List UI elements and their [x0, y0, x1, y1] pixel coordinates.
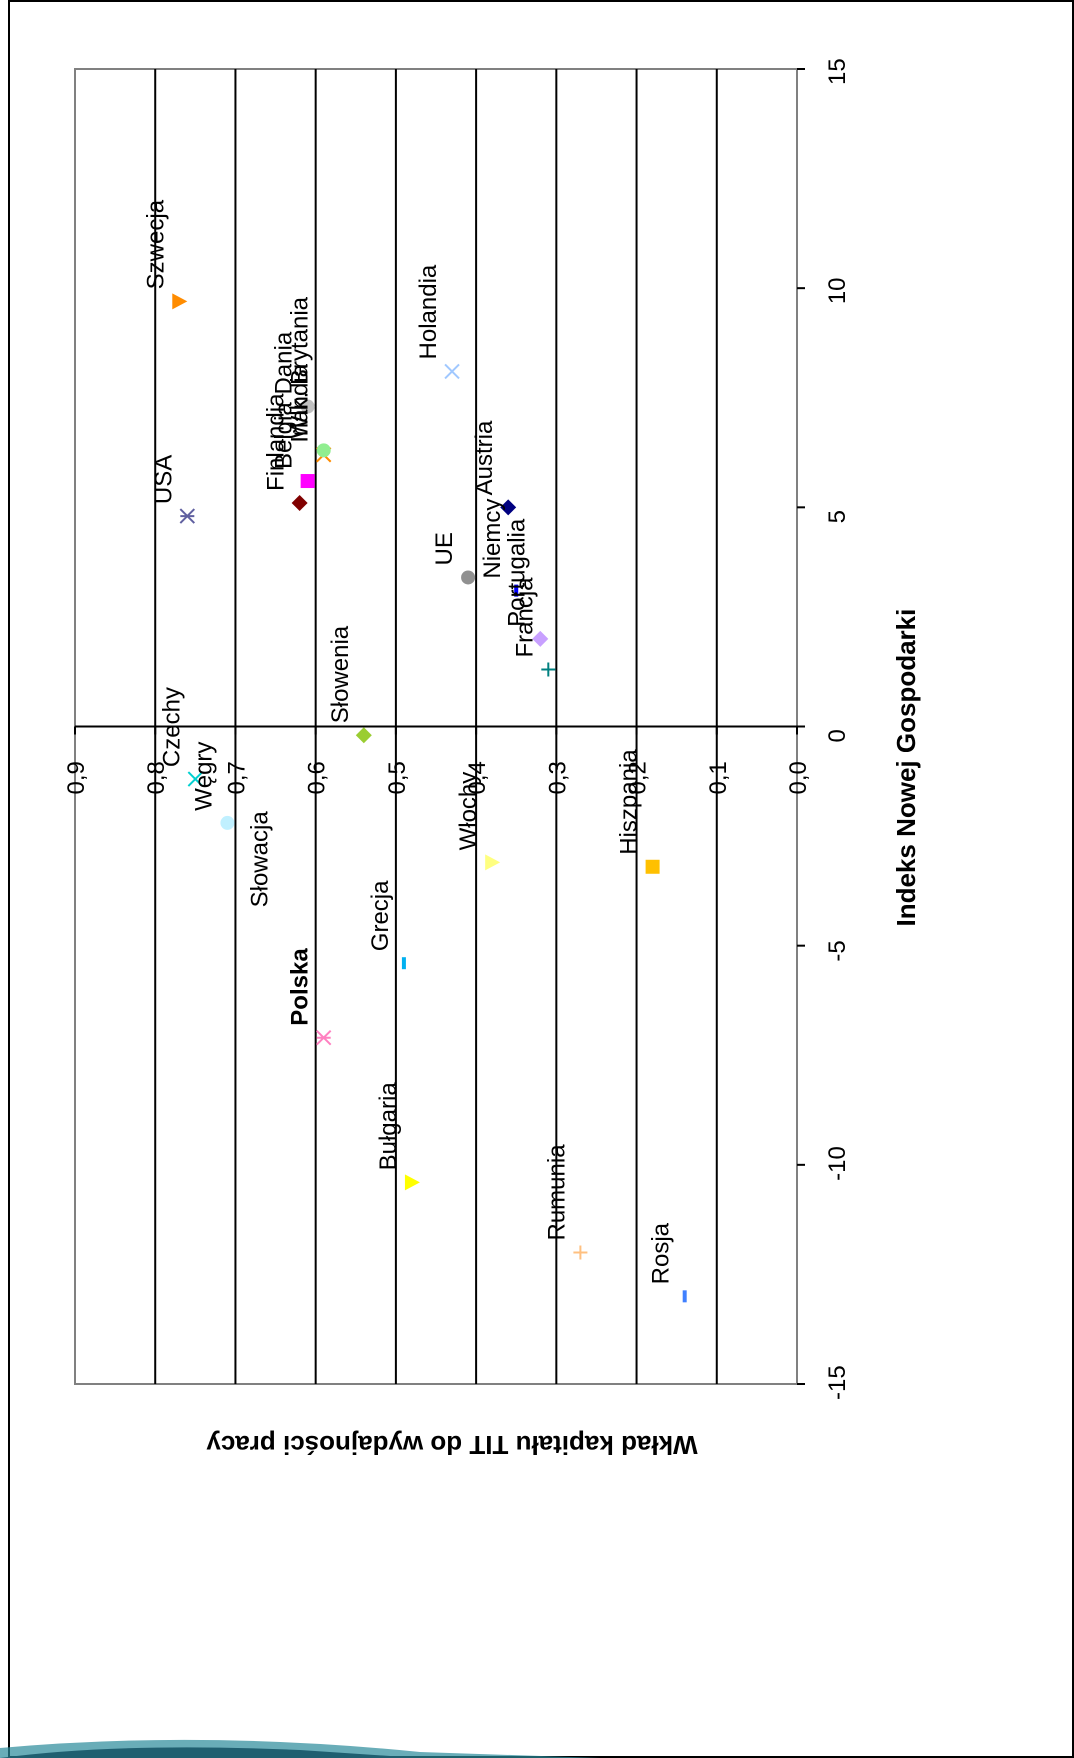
- marker-x: [444, 363, 460, 380]
- point-label: Słowacja: [247, 811, 274, 908]
- marker-diamond: [291, 494, 308, 511]
- scatter-chart: 0,0 0,1 0,2 0,3 0,4 0,5 0,6 0,7 0,8 0,9 -15 -10 -5 0 5…: [63, 58, 921, 1460]
- point-label: Polska: [287, 948, 314, 1026]
- point-label: Finlandia: [263, 393, 290, 491]
- marker-square: [645, 859, 660, 874]
- point-label: Francja: [511, 577, 538, 658]
- point-label: Holandia: [415, 264, 442, 359]
- x-tick-label: -15: [824, 1365, 851, 1400]
- point-label: Dania: [271, 331, 298, 394]
- y-tick-label: 0,0: [785, 761, 812, 794]
- x-tick-label: -10: [824, 1146, 851, 1181]
- marker-plus: [573, 1245, 588, 1260]
- y-tick-label: 0,9: [63, 761, 90, 794]
- x-tick-label: -5: [824, 940, 851, 961]
- marker-circle: [220, 815, 235, 830]
- x-tick-label: 15: [824, 58, 851, 85]
- marker-triangle: [404, 1174, 420, 1191]
- y-tick-label: 0,3: [544, 761, 571, 794]
- y-tick-label: 0,2: [625, 761, 652, 794]
- point-label: Belgia: [271, 402, 298, 469]
- point-label: Szwecja: [142, 199, 169, 289]
- y-tick-label: 0,5: [384, 761, 411, 794]
- marker-diamond: [532, 630, 549, 647]
- marker-triangle: [172, 293, 188, 310]
- marker-square: [300, 474, 315, 489]
- point-label: Grecja: [367, 880, 394, 951]
- point-label: Rosja: [648, 1222, 675, 1284]
- point-label: Włochy: [455, 772, 482, 851]
- point-label: USA: [150, 455, 177, 504]
- marker-dash: [401, 957, 406, 970]
- point-label: Austria: [471, 420, 498, 495]
- marker-triangle: [485, 854, 501, 871]
- point-label: Bułgaria: [375, 1082, 402, 1171]
- marker-diamond: [500, 499, 517, 516]
- marker-diamond: [355, 727, 372, 744]
- marker-x: [187, 771, 204, 787]
- point-label: Słowenia: [327, 625, 354, 723]
- point-label: Niemcy: [479, 499, 506, 579]
- x-tick-label: 10: [824, 277, 851, 304]
- point-label: Czechy: [158, 687, 185, 767]
- point-label: Hiszpania: [616, 749, 643, 855]
- point-label: UE: [431, 532, 458, 565]
- point-label: Węgry: [190, 742, 217, 811]
- marker-plus: [541, 662, 556, 677]
- point-label: Wlk. Brytania: [287, 296, 314, 438]
- marker-circle: [300, 399, 315, 414]
- chart-frame: 0,0 0,1 0,2 0,3 0,4 0,5 0,6 0,7 0,8 0,9 -15 -10 -5 0 5…: [8, 0, 1074, 1758]
- point-label: Rumunia: [543, 1144, 570, 1241]
- point-label: Irlandia: [287, 363, 314, 442]
- point-label: Portugalia: [503, 518, 530, 627]
- y-tick-label: 0,1: [705, 761, 732, 794]
- y-tick-label: 0,4: [464, 761, 491, 794]
- marker-dash: [682, 1290, 687, 1303]
- x-tick-label: 5: [824, 510, 851, 523]
- x-tick-label: 0: [824, 729, 851, 742]
- marker-circle: [461, 570, 476, 585]
- corner-decoration: [0, 1739, 600, 1758]
- marker-asterisk: [315, 1030, 332, 1046]
- marker-asterisk: [179, 508, 196, 524]
- y-tick-label: 0,6: [304, 761, 331, 794]
- marker-circle: [316, 443, 331, 458]
- y-tick-label: 0,7: [223, 761, 250, 794]
- y-tick-label: 0,8: [143, 761, 170, 794]
- marker-dash: [514, 584, 519, 597]
- x-axis-title: Indeks Nowej Gospodarki: [891, 609, 921, 927]
- y-axis-title: Wkład kapitału TIT do wydajności pracy: [206, 1430, 698, 1460]
